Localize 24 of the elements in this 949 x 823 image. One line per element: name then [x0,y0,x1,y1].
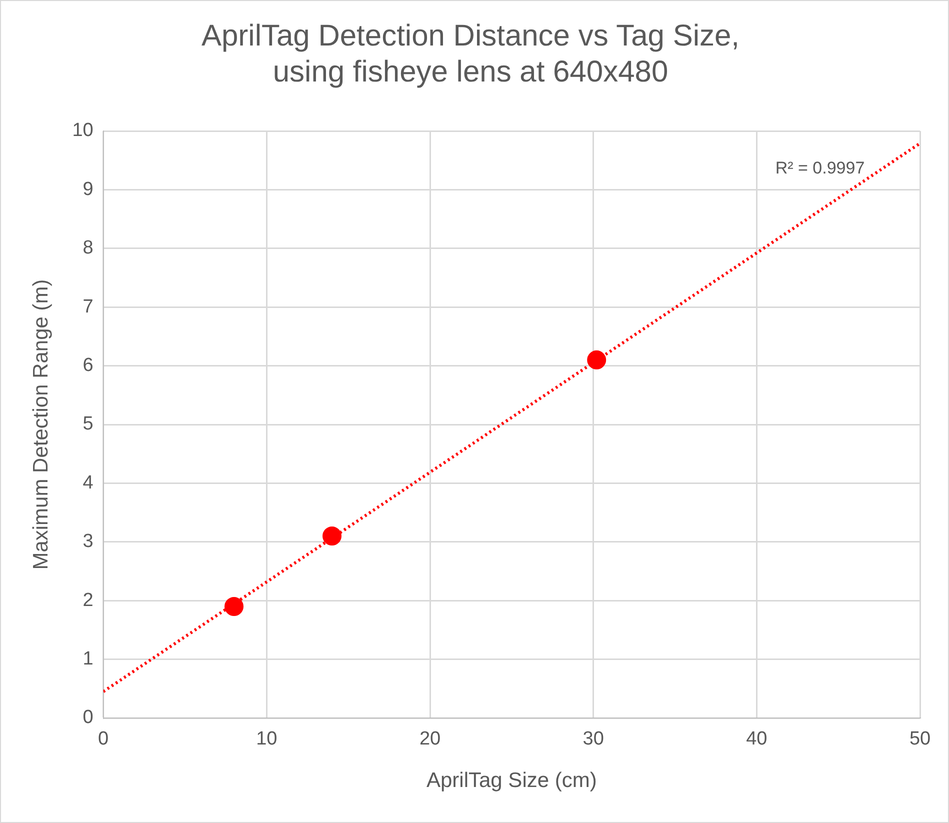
point [587,350,606,370]
x-tick-label: 50 [909,728,931,750]
y-tick-label: 9 [82,178,94,200]
x-tick-label: 40 [746,728,768,750]
x-axis-title: AprilTag Size (cm) [426,769,597,792]
y-tick-label: 3 [82,531,94,552]
point [224,596,244,616]
y-tick-label: 1 [82,648,94,670]
y-tick-label: 2 [82,590,94,611]
x-tick-label: 30 [582,728,604,750]
y-tick-label: 8 [82,238,94,259]
y-tick-label: 6 [82,355,94,376]
y-tick-label: 4 [82,472,94,494]
x-tick-label: 0 [98,728,109,750]
y-tick-label: 5 [82,414,94,435]
x-tick-label: 20 [419,728,441,750]
annotation: R² = 0.9997 [775,158,865,178]
chart-title: AprilTag Detection Distance vs Tag Size, using fisheye lens at 640x480 [201,19,740,88]
y-tick-label: 0 [82,707,94,728]
y-tick-label: 10 [72,120,94,142]
point [322,526,342,546]
x-tick-label: 10 [256,728,278,750]
y-axis-title: Maximum Detection Range (m) [29,279,52,570]
y-tick-label: 7 [82,296,94,318]
